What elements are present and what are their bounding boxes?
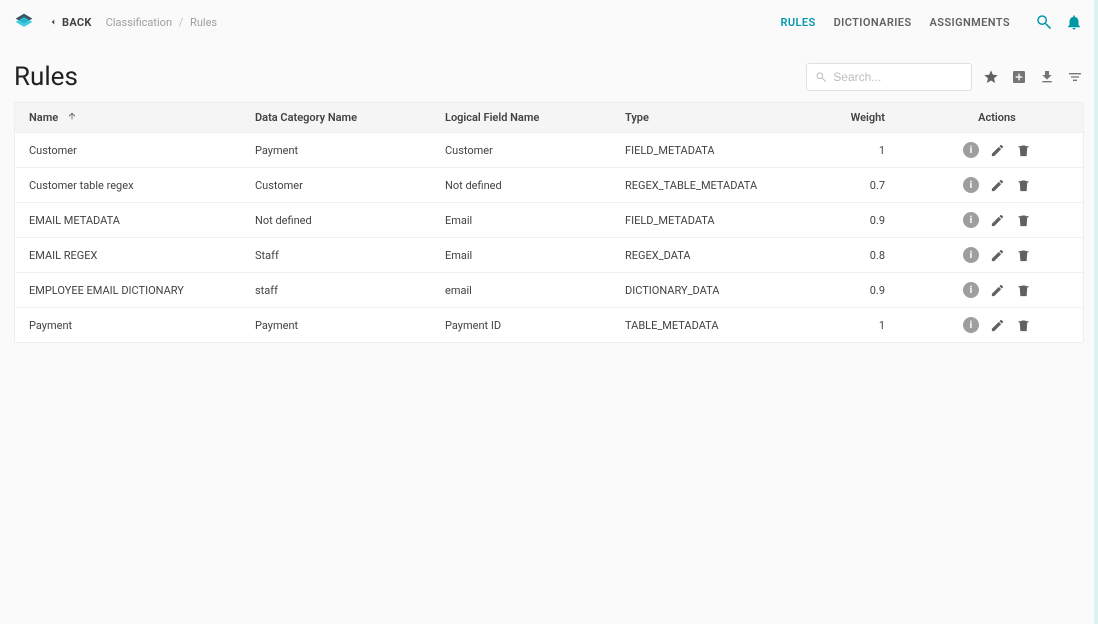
col-header-actions: Actions <box>915 103 1083 133</box>
info-icon[interactable]: i <box>962 211 980 229</box>
cell-name: Customer table regex <box>15 168 245 203</box>
favorite-icon[interactable] <box>982 68 1000 86</box>
breadcrumb-item[interactable]: Rules <box>190 16 217 29</box>
table-row[interactable]: EMAIL REGEXStaffEmailREGEX_DATA0.8 i <box>15 238 1083 273</box>
cell-weight: 1 <box>815 133 915 168</box>
cell-logical-field: Payment ID <box>435 308 615 343</box>
cell-type: DICTIONARY_DATA <box>615 273 815 308</box>
info-icon[interactable]: i <box>962 246 980 264</box>
cell-weight: 0.9 <box>815 273 915 308</box>
cell-type: TABLE_METADATA <box>615 308 815 343</box>
cell-actions: i <box>915 273 1083 308</box>
cell-type: FIELD_METADATA <box>615 203 815 238</box>
cell-category: Customer <box>245 168 435 203</box>
col-header-category[interactable]: Data Category Name <box>245 103 435 133</box>
topbar: BACK Classification / Rules RULES DICTIO… <box>0 0 1098 44</box>
delete-icon[interactable] <box>1014 246 1032 264</box>
breadcrumb-separator: / <box>179 16 184 29</box>
download-icon[interactable] <box>1038 68 1056 86</box>
edit-icon[interactable] <box>988 211 1006 229</box>
cell-logical-field: Not defined <box>435 168 615 203</box>
chevron-left-icon <box>48 17 58 27</box>
cell-logical-field: Email <box>435 203 615 238</box>
back-button[interactable]: BACK <box>48 16 92 29</box>
cell-type: FIELD_METADATA <box>615 133 815 168</box>
notifications-icon[interactable] <box>1064 12 1084 32</box>
cell-logical-field: Email <box>435 238 615 273</box>
cell-weight: 0.7 <box>815 168 915 203</box>
cell-actions: i <box>915 238 1083 273</box>
tab-dictionaries[interactable]: DICTIONARIES <box>834 16 912 29</box>
delete-icon[interactable] <box>1014 281 1032 299</box>
edit-icon[interactable] <box>988 246 1006 264</box>
cell-logical-field: Customer <box>435 133 615 168</box>
table-row[interactable]: PaymentPaymentPayment IDTABLE_METADATA1i <box>15 308 1083 343</box>
rules-table: Name Data Category Name Logical Field Na… <box>14 102 1084 343</box>
cell-category: Staff <box>245 238 435 273</box>
cell-name: EMPLOYEE EMAIL DICTIONARY <box>15 273 245 308</box>
cell-category: Payment <box>245 133 435 168</box>
cell-actions: i <box>915 203 1083 238</box>
cell-weight: 0.9 <box>815 203 915 238</box>
col-header-name[interactable]: Name <box>15 103 245 133</box>
info-icon[interactable]: i <box>962 281 980 299</box>
col-header-logical-field[interactable]: Logical Field Name <box>435 103 615 133</box>
cell-actions: i <box>915 168 1083 203</box>
nav-tabs: RULES DICTIONARIES ASSIGNMENTS <box>780 16 1010 29</box>
search-input-wrap[interactable] <box>806 63 972 91</box>
col-header-type[interactable]: Type <box>615 103 815 133</box>
cell-name: EMAIL REGEX <box>15 238 245 273</box>
cell-name: EMAIL METADATA <box>15 203 245 238</box>
table-row[interactable]: CustomerPaymentCustomerFIELD_METADATA1i <box>15 133 1083 168</box>
cell-category: Not defined <box>245 203 435 238</box>
cell-actions: i <box>915 308 1083 343</box>
info-icon[interactable]: i <box>962 316 980 334</box>
delete-icon[interactable] <box>1014 211 1032 229</box>
search-icon <box>815 70 827 84</box>
delete-icon[interactable] <box>1014 316 1032 334</box>
cell-weight: 0.8 <box>815 238 915 273</box>
search-input[interactable] <box>833 70 963 84</box>
sort-asc-icon <box>67 111 77 121</box>
toolbar-icons <box>982 68 1084 86</box>
edit-icon[interactable] <box>988 281 1006 299</box>
cell-name: Payment <box>15 308 245 343</box>
cell-logical-field: email <box>435 273 615 308</box>
filter-icon[interactable] <box>1066 68 1084 86</box>
edit-icon[interactable] <box>988 141 1006 159</box>
tab-rules[interactable]: RULES <box>780 16 815 29</box>
info-icon[interactable]: i <box>962 141 980 159</box>
cell-actions: i <box>915 133 1083 168</box>
cell-weight: 1 <box>815 308 915 343</box>
cell-category: Payment <box>245 308 435 343</box>
table-row[interactable]: Customer table regexCustomerNot definedR… <box>15 168 1083 203</box>
breadcrumb: Classification / Rules <box>106 16 217 29</box>
delete-icon[interactable] <box>1014 141 1032 159</box>
breadcrumb-item[interactable]: Classification <box>106 16 172 29</box>
delete-icon[interactable] <box>1014 176 1032 194</box>
info-icon[interactable]: i <box>962 176 980 194</box>
search-icon[interactable] <box>1034 12 1054 32</box>
edit-icon[interactable] <box>988 316 1006 334</box>
cell-type: REGEX_DATA <box>615 238 815 273</box>
cell-category: staff <box>245 273 435 308</box>
cell-type: REGEX_TABLE_METADATA <box>615 168 815 203</box>
right-edge-accent <box>1094 0 1098 624</box>
col-header-weight[interactable]: Weight <box>815 103 915 133</box>
table-header-row: Name Data Category Name Logical Field Na… <box>15 103 1083 133</box>
title-row: Rules <box>0 44 1098 102</box>
tab-assignments[interactable]: ASSIGNMENTS <box>930 16 1010 29</box>
table-row[interactable]: EMPLOYEE EMAIL DICTIONARYstaffemailDICTI… <box>15 273 1083 308</box>
app-logo[interactable] <box>14 12 34 32</box>
page-title: Rules <box>14 62 78 92</box>
edit-icon[interactable] <box>988 176 1006 194</box>
cell-name: Customer <box>15 133 245 168</box>
table-row[interactable]: EMAIL METADATANot definedEmailFIELD_META… <box>15 203 1083 238</box>
back-label: BACK <box>62 16 92 29</box>
add-icon[interactable] <box>1010 68 1028 86</box>
